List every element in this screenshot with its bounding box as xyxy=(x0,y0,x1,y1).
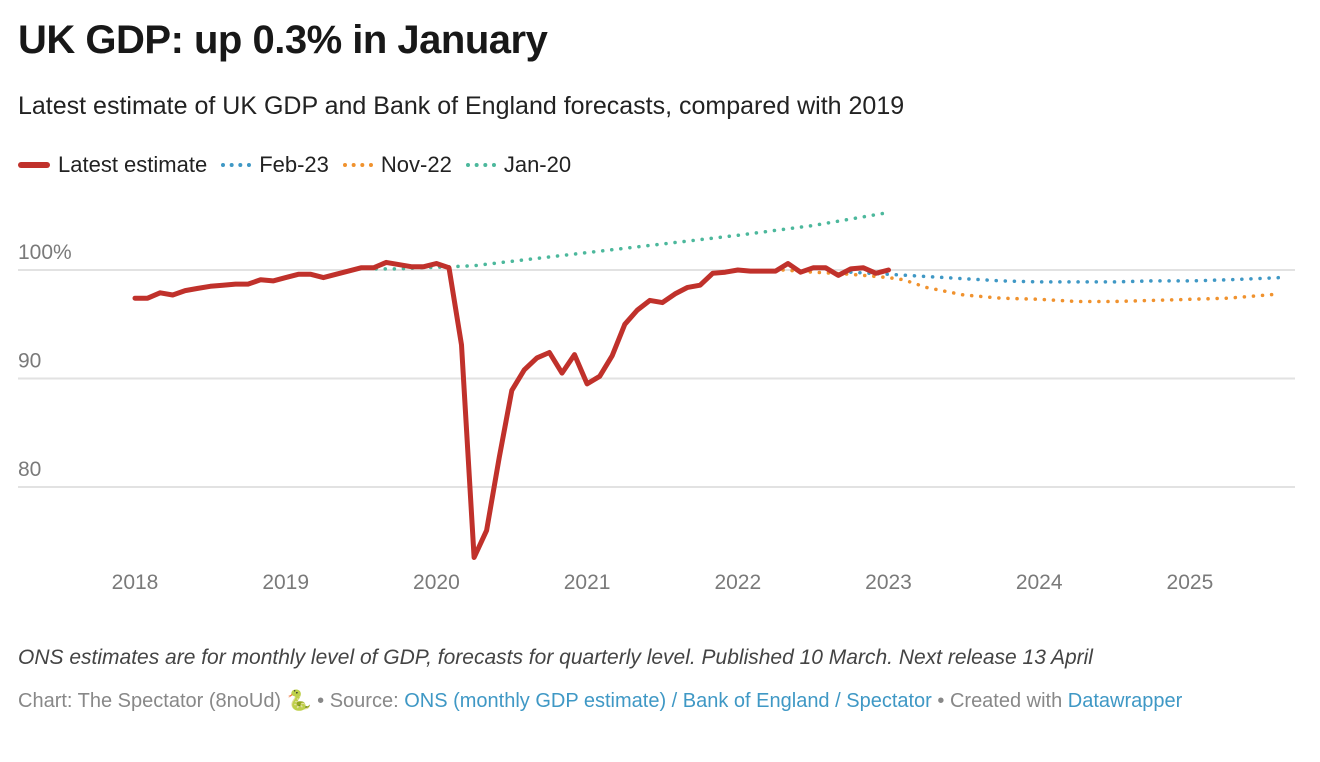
x-tick-label: 2023 xyxy=(865,571,912,594)
legend-label: Nov-22 xyxy=(380,152,452,177)
source-prefix: • Source: xyxy=(311,690,405,712)
x-tick-label: 2021 xyxy=(564,571,611,594)
chart-title: UK GDP: up 0.3% in January xyxy=(18,18,548,62)
legend-item-feb-23: Feb-23 xyxy=(221,152,329,178)
legend-item-jan-20: Jan-20 xyxy=(465,152,572,178)
series-line-latest-estimate xyxy=(132,259,891,560)
series-lines xyxy=(132,210,1283,560)
datawrapper-link[interactable]: Datawrapper xyxy=(1067,690,1183,712)
series-line-nov-22 xyxy=(781,268,1283,304)
y-tick-label: 100% xyxy=(18,241,72,264)
x-tick-label: 2019 xyxy=(262,571,309,594)
gridlines xyxy=(18,269,1295,488)
legend: Latest estimate Feb-23 Nov-22 Jan-20 xyxy=(18,152,585,178)
created-prefix: • Created with xyxy=(931,690,1068,712)
x-tick-label: 2022 xyxy=(714,571,761,594)
y-tick-label: 80 xyxy=(18,458,41,481)
source-link[interactable]: ONS (monthly GDP estimate) / Bank of Eng… xyxy=(404,690,932,712)
legend-item-nov-22: Nov-22 xyxy=(342,152,452,178)
x-tick-label: 2020 xyxy=(413,571,460,594)
legend-label: Latest estimate xyxy=(58,152,208,177)
y-tick-label: 90 xyxy=(18,350,41,373)
chart-credit: Chart: The Spectator (8noUd) xyxy=(18,690,282,712)
legend-swatch-latest-estimate xyxy=(18,162,50,168)
x-axis-labels: 2018 2019 2020 2021 2022 2023 2024 2025 xyxy=(112,571,1214,594)
x-tick-label: 2025 xyxy=(1167,571,1214,594)
x-tick-label: 2024 xyxy=(1016,571,1063,594)
legend-label: Jan-20 xyxy=(503,152,572,177)
series-line-jan-20 xyxy=(374,210,891,271)
legend-swatch-nov-22 xyxy=(342,163,373,167)
chart-note: ONS estimates are for monthly level of G… xyxy=(18,646,1093,669)
legend-label: Feb-23 xyxy=(259,152,329,177)
byline: Chart: The Spectator (8noUd) 🐍 • Source:… xyxy=(18,688,1182,713)
snake-icon: 🐍 xyxy=(286,690,312,712)
chart-subtitle: Latest estimate of UK GDP and Bank of En… xyxy=(18,92,905,120)
legend-swatch-jan-20 xyxy=(465,163,496,167)
series-line-feb-23 xyxy=(849,270,1283,284)
legend-item-latest-estimate: Latest estimate xyxy=(18,152,207,178)
y-axis-labels: 80 90 100% xyxy=(18,241,72,481)
chart-plot: 80 90 100% 2018 2019 2020 2021 2022 2023 2024 202… xyxy=(18,210,1295,594)
x-tick-label: 2018 xyxy=(112,571,159,594)
legend-swatch-feb-23 xyxy=(221,163,252,167)
